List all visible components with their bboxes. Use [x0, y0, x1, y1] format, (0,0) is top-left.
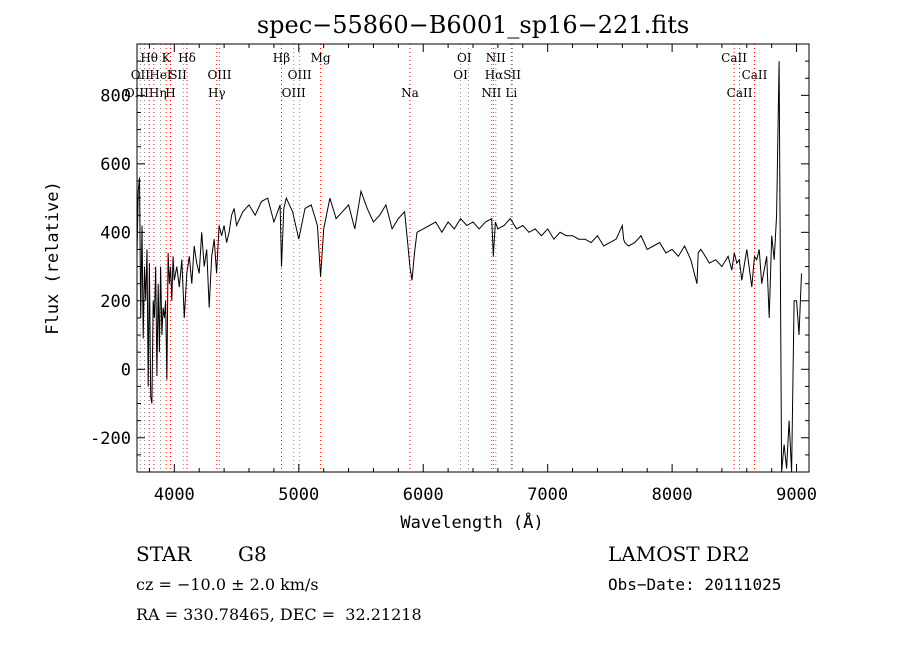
- object-class: STAR: [136, 542, 192, 566]
- line-label: H: [165, 86, 175, 100]
- chart-title: spec−55860−B6001_sp16−221.fits: [257, 11, 689, 39]
- line-label: OIII: [207, 68, 231, 82]
- x-tick-label: 6000: [403, 485, 444, 505]
- line-label: HαSII: [485, 68, 522, 82]
- line-label: Li: [505, 86, 517, 100]
- y-axis-label: Flux (relative): [43, 181, 63, 335]
- y-tick-label: 800: [100, 86, 131, 106]
- line-label: Hγ: [208, 86, 226, 100]
- spectrum-line: [136, 61, 802, 473]
- y-tick-label: -200: [90, 429, 131, 449]
- y-tick-label: 600: [100, 155, 131, 175]
- x-tick-label: 4000: [154, 485, 195, 505]
- axes: 4000 5000 6000 7000 8000 9000 -200 0 200 400 600 80…: [90, 44, 817, 505]
- line-label: Mg: [311, 51, 331, 65]
- observation-date: Obs−Date: 20111025: [608, 575, 782, 594]
- line-label: OIII: [282, 86, 306, 100]
- line-label: OIIIHη: [125, 86, 167, 100]
- line-label: OII: [131, 68, 151, 82]
- y-tick-label: 0: [121, 360, 131, 380]
- line-label: OI: [453, 68, 468, 82]
- redshift-info: cz = −10.0 ± 2.0 km/s: [136, 575, 319, 594]
- x-tick-label: 7000: [527, 485, 568, 505]
- line-label: NII: [481, 86, 501, 100]
- line-label: HeI: [149, 68, 172, 82]
- y-tick-label: 400: [100, 223, 131, 243]
- line-label: Hβ: [273, 51, 290, 65]
- line-label: Hθ: [140, 51, 158, 65]
- line-label: OI: [457, 51, 472, 65]
- line-label: CaII: [727, 86, 753, 100]
- x-tick-label: 9000: [776, 485, 817, 505]
- x-tick-label: 8000: [652, 485, 693, 505]
- spectral-line-markers: [139, 44, 755, 472]
- object-subclass: G8: [238, 542, 267, 566]
- plot-frame: [136, 43, 810, 473]
- y-tick-label: 200: [100, 292, 131, 312]
- survey-name: LAMOST DR2: [608, 542, 750, 566]
- line-label: OIII: [288, 68, 312, 82]
- line-label: Hδ: [178, 51, 196, 65]
- line-label: K: [162, 51, 172, 65]
- x-axis-label: Wavelength (Å): [400, 511, 543, 533]
- line-label: CaII: [721, 51, 747, 65]
- x-tick-label: 5000: [278, 485, 319, 505]
- line-label: CaII: [742, 68, 768, 82]
- spectrum-series: [136, 61, 802, 473]
- line-label: Na: [401, 86, 419, 100]
- coordinates-info: RA = 330.78465, DEC = 32.21218: [136, 605, 422, 624]
- line-label: NII: [486, 51, 506, 65]
- line-label: SII: [169, 68, 187, 82]
